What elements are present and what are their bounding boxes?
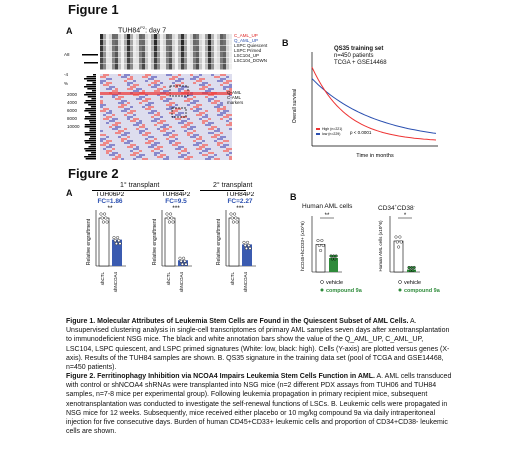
legend-vehicle: vehicle — [404, 280, 421, 286]
significance: * — [404, 213, 407, 219]
fig2b-ylabel: Human AML cells (x10^6) — [378, 220, 383, 271]
transplant1-line — [92, 190, 184, 191]
significance: ** — [325, 213, 330, 219]
fig1b-pvalue: p < 0.0001 — [350, 130, 372, 135]
legend-high: High (n=221) — [322, 127, 342, 131]
fig1a-heatmap-figure — [82, 34, 232, 160]
fig1b-ylabel: Overall survival — [292, 89, 298, 123]
xlabel-shncoa4: shNCOA4 — [179, 272, 184, 293]
fig2a-ylabel: Relative engraftment — [86, 218, 92, 265]
right-label: C-AML — [227, 95, 242, 100]
xlabel-shctl: shCTL — [100, 272, 105, 286]
fig2b-title-left: Human AML cells — [302, 203, 353, 210]
row-label: C_AML_UP — [234, 33, 258, 38]
group-name: TUH84P2 — [226, 192, 255, 198]
bar-shctl — [98, 217, 110, 267]
fig1b-legend-lines: n=450 patients TCGA + GSE14468 — [334, 53, 387, 66]
group-name: TUH84P2 — [162, 192, 191, 198]
legend-vehicle: vehicle — [326, 280, 343, 286]
fig1b-survival-plot: Overall survival Time in months p < 0.00… — [292, 52, 438, 159]
fig1b-xlabel: Time in months — [356, 153, 394, 159]
xlabel-shncoa4: shNCOA4 — [113, 272, 118, 293]
km-curve-low — [311, 78, 437, 134]
fig1-panel-a-label: A — [66, 26, 73, 36]
legend-low: low (n=229) — [322, 132, 340, 136]
annotation-bars — [100, 34, 232, 70]
figure1-title: Figure 1 — [68, 2, 119, 17]
fig1a-left-labels: A8 -4 % — [64, 52, 70, 86]
significance: *** — [172, 205, 180, 212]
group-name: TUH06P2 — [96, 192, 125, 198]
fig2-panel-b-label: B — [290, 192, 297, 202]
fold-change: FC=1.86 — [97, 198, 122, 205]
row-label: LSC104_UP — [234, 53, 260, 58]
fig1a-right-labels: Q-AML C-AML markers — [227, 90, 243, 105]
right-label: Q-AML — [227, 90, 242, 95]
fig1a-row-labels: C_AML_UP Q_AML_UP LSPC Quiescent LSPC Prime… — [234, 33, 267, 63]
bar-vehicle — [315, 244, 326, 273]
xlabel-shncoa4: shNCOA4 — [243, 272, 248, 293]
fold-change: FC=9.5 — [165, 198, 187, 205]
bar-vehicle — [393, 240, 404, 273]
row-label: LSC104_DOWN — [234, 58, 268, 63]
row-label: LSPC Quiescent — [234, 43, 268, 48]
xlabel-shctl: shCTL — [230, 272, 235, 286]
right-label: markers — [227, 100, 244, 105]
fold-change: FC=2.27 — [227, 198, 252, 205]
fig1-caption: Figure 1. Molecular Attributes of Leukem… — [66, 318, 450, 372]
bar-compound — [329, 258, 338, 272]
fig2a-ylabel: Relative engraftment — [216, 218, 222, 265]
fig2b-title-right: CD34+CD38- — [378, 203, 415, 213]
km-curve-high — [311, 66, 437, 141]
fig1-panel-b-label: B — [282, 38, 289, 48]
fig2b-ylabel: hCD45+hCD33+ (x10^6) — [300, 221, 305, 271]
row-label: LSPC Primed — [234, 48, 262, 53]
bar-shctl — [228, 217, 240, 267]
fig1a-left-ticks: 2000 4000 6000 8000 10000 — [67, 92, 80, 129]
significance: ** — [107, 205, 113, 212]
fig2a-ylabel: Relative engraftment — [152, 218, 158, 265]
left-dendrogram — [82, 54, 98, 160]
fig1a-header: TUH84P2: day 7 — [118, 25, 167, 35]
legend-compound: compound 9a — [326, 288, 363, 294]
bar-shncoa4 — [112, 239, 122, 266]
fig2b-charts: ** hCD45+hCD33+ (x10^6) vehicle compound 9a… — [300, 213, 441, 294]
fig2a-transplant1: 1° transplant — [120, 182, 160, 189]
row-label: Q_AML_UP — [234, 38, 259, 43]
highlight-box-1 — [169, 85, 189, 97]
heatmap-red-band — [100, 92, 232, 95]
highlight-box-2 — [171, 107, 187, 118]
bar-shncoa4 — [242, 244, 252, 266]
fig2a-transplant2: 2° transplant — [213, 182, 253, 189]
transplant2-line — [200, 190, 246, 191]
xlabel-shctl: shCTL — [166, 272, 171, 286]
legend-compound: compound 9a — [404, 288, 441, 294]
figure2-title: Figure 2 — [68, 166, 119, 181]
heatmap-cells — [100, 74, 232, 160]
fig2-panel-a-label: A — [66, 188, 73, 198]
fig1b-legend-title: QS35 training set — [334, 46, 384, 52]
fig2-caption: Figure 2. Ferritinophagy Inhibition via … — [66, 373, 452, 436]
significance: *** — [236, 205, 244, 212]
bar-shctl — [164, 217, 176, 267]
